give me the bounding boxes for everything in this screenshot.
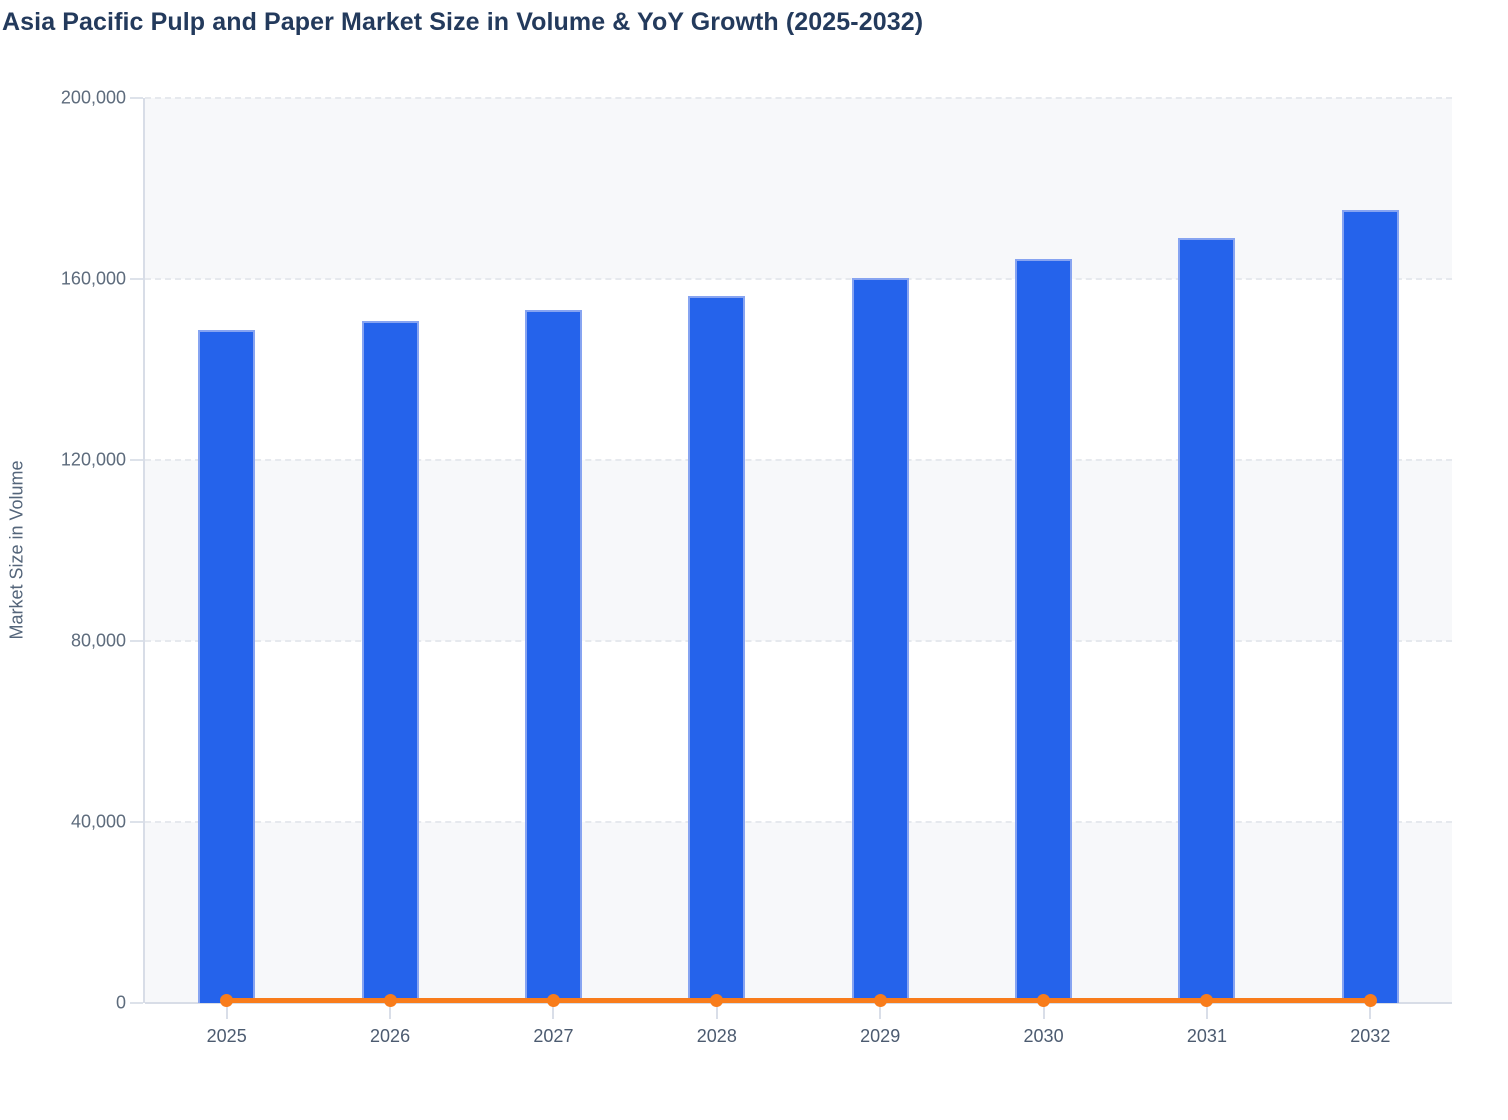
x-tick-label-2032: 2032 [1350,1026,1391,1046]
bar-2029[interactable] [851,278,909,1003]
y-tick-mark [130,278,143,280]
y-axis-line [143,98,145,1003]
plot-band [145,822,1452,1003]
x-tick-mark [225,1003,228,1019]
x-tick-label-2029: 2029 [860,1026,901,1046]
plot-band [145,279,1452,460]
bar-2031[interactable] [1178,238,1236,1003]
yoy-growth-point-2029[interactable] [873,994,887,1007]
y-axis-tick-marks [130,97,143,1004]
plot-band [145,98,1452,279]
yoy-growth-point-2030[interactable] [1037,994,1051,1007]
chart-plot-area [143,97,1452,1007]
gridline [145,278,1452,280]
bar-2032[interactable] [1341,210,1399,1003]
x-tick-label-2025: 2025 [206,1026,247,1046]
bar-2027[interactable] [524,310,582,1003]
y-tick-label: 40,000 [70,811,126,832]
x-tick-mark [1369,1003,1372,1019]
gridline [145,97,1452,99]
y-tick-label: 0 [115,992,126,1013]
bar-2030[interactable] [1015,259,1073,1003]
bar-2026[interactable] [361,321,419,1003]
y-tick-mark [130,821,143,823]
x-tick-label-2026: 2026 [370,1026,411,1046]
x-axis-tick-labels: 2025 2026 2027 2028 2029 2030 2031 2032 [145,1026,1452,1052]
x-tick-label-2031: 2031 [1186,1026,1227,1046]
y-tick-label: 160,000 [60,268,126,289]
x-axis-baseline [145,1002,1452,1004]
x-tick-mark [389,1003,392,1019]
x-tick-label-2027: 2027 [533,1026,574,1046]
y-tick-mark [130,97,143,99]
plot-band [145,460,1452,641]
y-tick-mark [130,640,143,642]
y-tick-label: 80,000 [70,630,126,651]
y-tick-label: 120,000 [60,449,126,470]
yoy-growth-point-2026[interactable] [383,994,397,1007]
x-tick-label-2030: 2030 [1023,1026,1064,1046]
x-tick-label-2028: 2028 [696,1026,737,1046]
yoy-growth-point-2031[interactable] [1200,994,1214,1007]
chart-title: Asia Pacific Pulp and Paper Market Size … [2,8,924,36]
y-axis-tick-labels: 0 40,000 80,000 120,000 160,000 200,000 [0,88,126,1013]
yoy-growth-point-2027[interactable] [546,994,560,1007]
gridline [145,459,1452,461]
bar-2028[interactable] [688,296,746,1003]
bar-2025[interactable] [198,330,256,1003]
x-tick-mark [715,1003,718,1019]
yoy-growth-line[interactable] [226,998,1371,1003]
gridline [145,821,1452,823]
y-tick-label: 200,000 [60,87,126,108]
yoy-growth-point-2028[interactable] [710,994,724,1007]
x-tick-mark [552,1003,555,1019]
gridline [145,640,1452,642]
x-tick-mark [1042,1003,1045,1019]
yoy-growth-point-2025[interactable] [220,994,234,1007]
plot-band [145,641,1452,822]
x-tick-mark [879,1003,882,1019]
y-tick-mark [130,1002,143,1004]
y-tick-mark [130,459,143,461]
x-axis-tick-marks [145,1003,1452,1020]
yoy-growth-point-2032[interactable] [1363,994,1377,1007]
x-tick-mark [1205,1003,1208,1019]
